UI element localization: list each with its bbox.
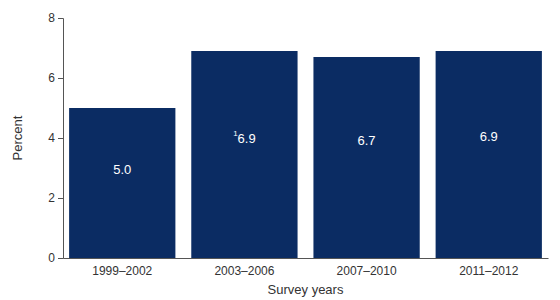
bar bbox=[69, 108, 175, 258]
data-label: 6.7 bbox=[358, 133, 376, 148]
x-tick: 2011–2012 bbox=[459, 258, 519, 278]
x-tick-label: 2007–2010 bbox=[337, 264, 397, 278]
y-tick-label: 0 bbox=[48, 251, 55, 265]
chart: 0 2 4 6 8 1999–2002 2003–2006 2007–2010 2011–201… bbox=[0, 0, 560, 300]
x-tick: 2007–2010 bbox=[337, 258, 397, 278]
x-tick-label: 2003–2006 bbox=[214, 264, 274, 278]
x-tick-label: 1999–2002 bbox=[92, 264, 152, 278]
y-tick: 0 bbox=[48, 251, 63, 265]
y-tick: 8 bbox=[48, 11, 63, 25]
y-tick-mark bbox=[58, 198, 63, 199]
y-axis-line bbox=[58, 19, 64, 259]
y-tick-label: 2 bbox=[48, 191, 55, 205]
x-tick-label: 2011–2012 bbox=[459, 264, 519, 278]
y-tick-label: 6 bbox=[48, 71, 55, 85]
data-label-text: 6.9 bbox=[238, 132, 256, 147]
plot: 0 2 4 6 8 1999–2002 2003–2006 2007–2010 2011–201… bbox=[48, 11, 548, 278]
y-tick-label: 8 bbox=[48, 11, 55, 25]
bars bbox=[69, 51, 542, 258]
y-tick-mark bbox=[58, 258, 63, 259]
data-labels: 5.0 16.9 6.7 6.9 bbox=[113, 129, 498, 177]
x-axis-title: Survey years bbox=[268, 282, 344, 297]
y-tick: 4 bbox=[48, 131, 63, 145]
x-tick: 1999–2002 bbox=[92, 258, 152, 278]
bar bbox=[191, 51, 297, 258]
x-axis-line bbox=[64, 258, 549, 259]
y-tick: 2 bbox=[48, 191, 63, 205]
x-tick: 2003–2006 bbox=[214, 258, 274, 278]
y-tick-label: 4 bbox=[48, 131, 55, 145]
bar bbox=[313, 57, 419, 258]
y-tick-mark bbox=[58, 138, 63, 139]
y-tick-mark bbox=[58, 18, 63, 19]
data-label: 16.9 bbox=[233, 129, 256, 146]
y-axis: 0 2 4 6 8 bbox=[48, 11, 63, 265]
data-label: 5.0 bbox=[113, 162, 131, 177]
y-axis-title: Percent bbox=[10, 115, 25, 160]
x-axis: 1999–2002 2003–2006 2007–2010 2011–2012 bbox=[64, 258, 549, 278]
y-tick-mark bbox=[58, 78, 63, 79]
bar bbox=[436, 51, 542, 258]
data-label: 6.9 bbox=[480, 129, 498, 144]
y-tick: 6 bbox=[48, 71, 63, 85]
